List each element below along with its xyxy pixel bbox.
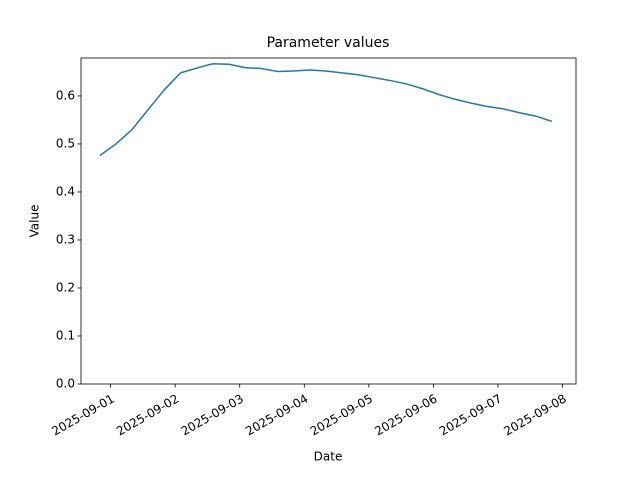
x-tick-label: 2025-09-08 <box>501 392 568 439</box>
y-tick-label: 0.3 <box>56 232 75 246</box>
x-tick-label: 2025-09-01 <box>49 392 116 439</box>
y-tick-label: 0.6 <box>56 88 75 102</box>
x-axis-label: Date <box>314 450 343 464</box>
axes-frame <box>80 57 577 385</box>
y-axis-label: Value <box>28 205 42 238</box>
chart-title: Parameter values <box>267 35 390 51</box>
x-tick-label: 2025-09-07 <box>437 392 504 439</box>
x-tick-label: 2025-09-03 <box>179 392 246 439</box>
data-line <box>99 63 553 157</box>
y-tick-label: 0.5 <box>56 136 75 150</box>
y-tick-label: 0.1 <box>56 328 75 342</box>
y-tick-label: 0.4 <box>56 184 75 198</box>
y-tick-label: 0.2 <box>56 280 75 294</box>
y-tick-label: 0.0 <box>56 377 75 391</box>
x-tick-label: 2025-09-06 <box>372 392 439 439</box>
x-tick-label: 2025-09-02 <box>114 392 181 439</box>
x-tick-label: 2025-09-05 <box>308 392 375 439</box>
x-tick-label: 2025-09-04 <box>243 392 310 439</box>
